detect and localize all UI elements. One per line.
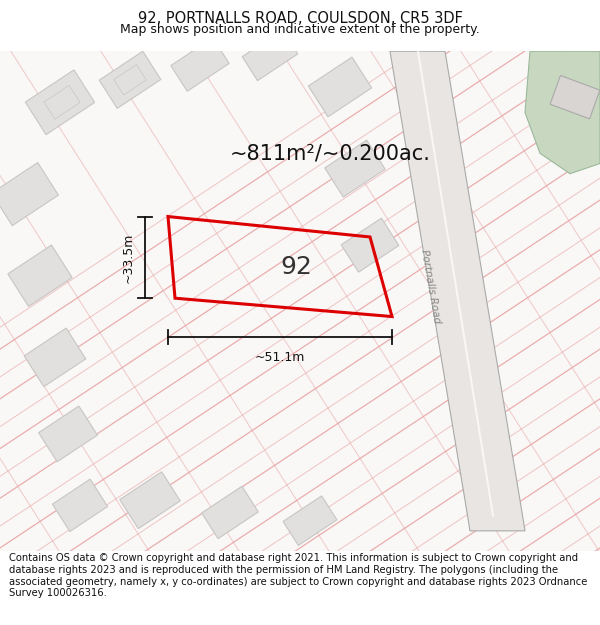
Polygon shape <box>44 86 80 119</box>
Text: 92: 92 <box>280 255 312 279</box>
Polygon shape <box>0 162 58 226</box>
Polygon shape <box>38 406 97 462</box>
Polygon shape <box>25 70 95 134</box>
Polygon shape <box>283 496 337 546</box>
Text: 92, PORTNALLS ROAD, COULSDON, CR5 3DF: 92, PORTNALLS ROAD, COULSDON, CR5 3DF <box>137 11 463 26</box>
Polygon shape <box>8 245 72 306</box>
Polygon shape <box>341 218 399 272</box>
Polygon shape <box>525 51 600 174</box>
Text: ~33.5m: ~33.5m <box>122 232 135 282</box>
Polygon shape <box>114 64 146 95</box>
Text: ~811m²/~0.200ac.: ~811m²/~0.200ac. <box>230 143 431 163</box>
Polygon shape <box>24 328 86 387</box>
Polygon shape <box>171 38 229 91</box>
Text: Map shows position and indicative extent of the property.: Map shows position and indicative extent… <box>120 23 480 36</box>
Polygon shape <box>99 51 161 108</box>
Polygon shape <box>202 486 258 539</box>
Polygon shape <box>550 76 600 119</box>
Text: ~51.1m: ~51.1m <box>255 351 305 364</box>
Polygon shape <box>308 57 371 117</box>
Text: Contains OS data © Crown copyright and database right 2021. This information is : Contains OS data © Crown copyright and d… <box>9 554 587 598</box>
Text: Portnalls Road: Portnalls Road <box>419 248 442 324</box>
Polygon shape <box>120 472 180 529</box>
Polygon shape <box>390 51 525 531</box>
Polygon shape <box>52 479 107 531</box>
Polygon shape <box>325 140 385 197</box>
Polygon shape <box>242 30 298 81</box>
